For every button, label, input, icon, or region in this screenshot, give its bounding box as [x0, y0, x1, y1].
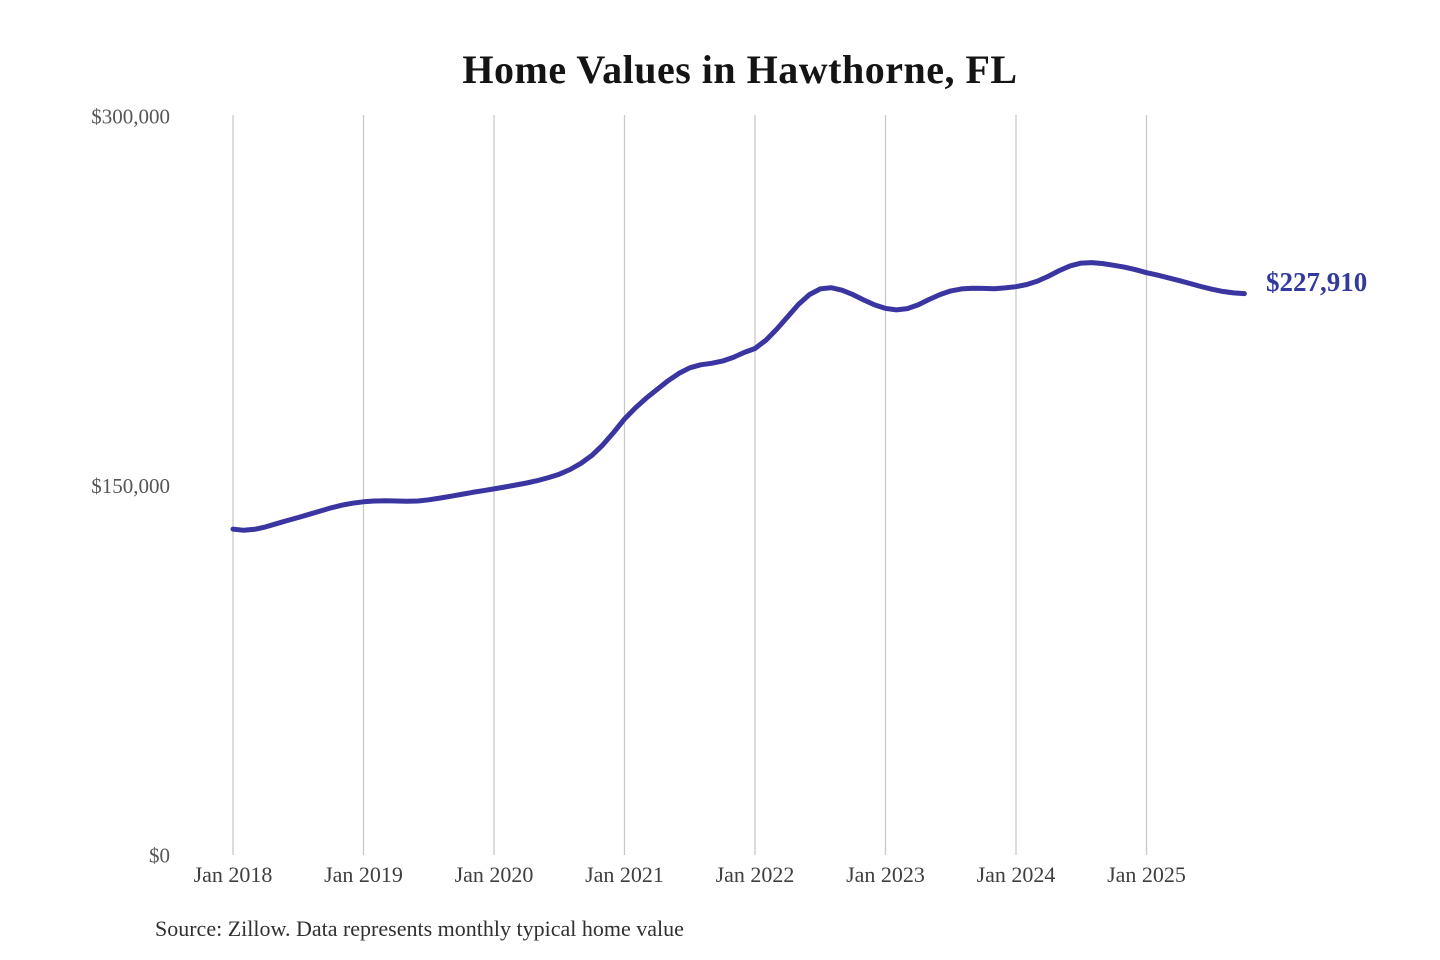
- y-tick-label: $150,000: [91, 474, 170, 498]
- x-tick-label: Jan 2025: [1107, 862, 1186, 887]
- latest-value-label: $227,910: [1266, 267, 1368, 297]
- x-tick-label: Jan 2018: [194, 862, 273, 887]
- y-tick-label: $0: [149, 844, 170, 868]
- home-value-line: [230, 260, 1247, 533]
- y-tick-label: $300,000: [91, 105, 170, 129]
- source-note: Source: Zillow. Data represents monthly …: [155, 916, 684, 941]
- chart-title: Home Values in Hawthorne, FL: [462, 47, 1018, 92]
- x-tick-label: Jan 2019: [324, 862, 403, 887]
- x-tick-label: Jan 2024: [977, 862, 1056, 887]
- x-tick-label: Jan 2021: [585, 862, 664, 887]
- x-tick-label: Jan 2022: [716, 862, 795, 887]
- x-tick-label: Jan 2023: [846, 862, 925, 887]
- x-tick-label: Jan 2020: [455, 862, 534, 887]
